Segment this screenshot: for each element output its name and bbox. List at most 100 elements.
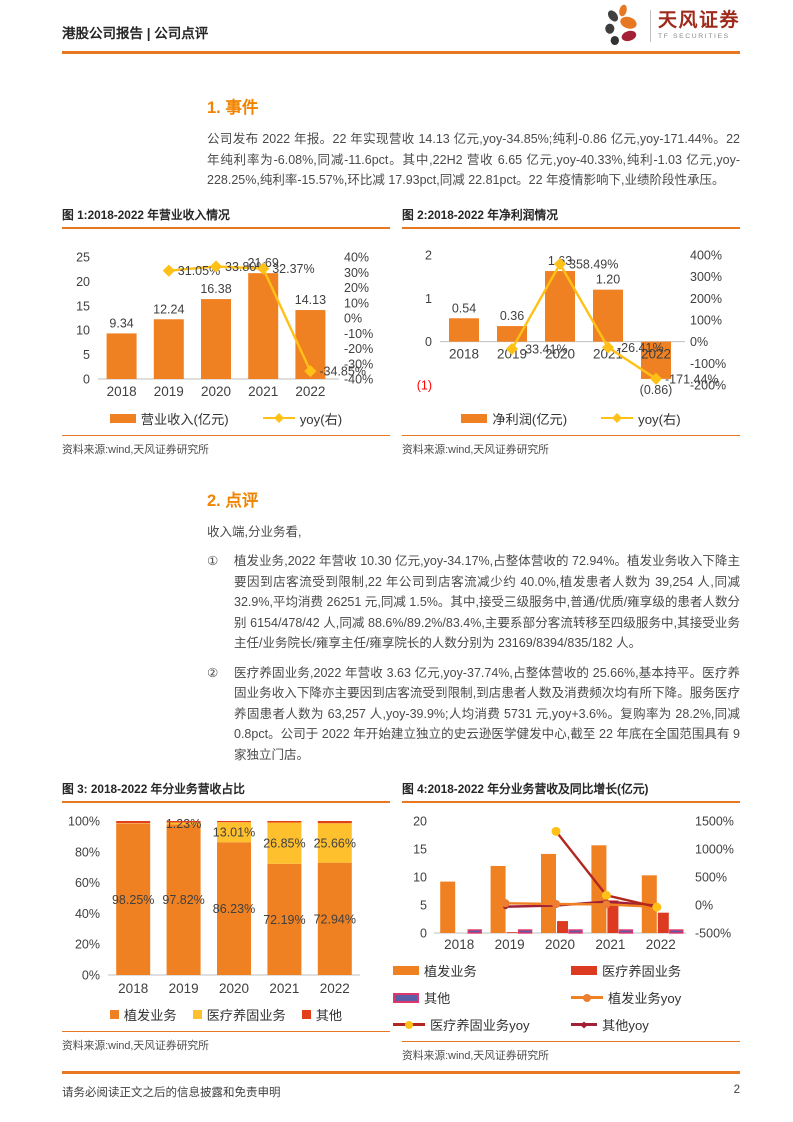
line-diamond-swatch: [262, 416, 295, 420]
svg-text:16.38: 16.38: [200, 282, 231, 296]
svg-text:1: 1: [425, 291, 432, 305]
svg-text:5: 5: [420, 899, 427, 913]
legend-item: 其他yoy: [571, 1015, 749, 1034]
header-rule: [62, 51, 740, 54]
revenue-chart: 25 20 15 10 5 0 40%30% 20%10%0%-10% -20%-30%-40%…: [76, 250, 373, 399]
bar-outline-swatch: [393, 992, 419, 1003]
svg-text:20: 20: [76, 274, 90, 288]
legend-label: 医疗养固业务: [602, 964, 682, 979]
svg-text:2022: 2022: [295, 384, 325, 399]
bar-swatch: [109, 413, 136, 423]
legend-item: 营业收入(亿元): [109, 409, 229, 428]
figure-source-rule: [62, 434, 390, 436]
list-item-1-marker: ①: [207, 554, 219, 568]
svg-text:-200%: -200%: [690, 378, 726, 392]
legend-item: 植发业务yoy: [571, 988, 749, 1007]
figure-title-rule: [62, 801, 390, 803]
svg-text:-30%: -30%: [344, 357, 373, 371]
svg-text:2: 2: [425, 248, 432, 262]
svg-text:0.54: 0.54: [452, 301, 476, 315]
svg-text:1.20: 1.20: [596, 272, 620, 286]
svg-text:25.66%: 25.66%: [314, 836, 356, 850]
footer-rule: [62, 1071, 740, 1074]
disclaimer-text: 请务必阅读正文之后的信息披露和免责申明: [62, 1087, 281, 1099]
figure-2-title: 图 2:2018-2022 年净利润情况: [402, 207, 559, 222]
figure-3-source: 资料来源:wind,天风证券研究所: [62, 1040, 209, 1052]
figure-1: 图 1:2018-2022 年营业收入情况 25 20 15 10 5 0 40% 30% 20…: [62, 206, 390, 457]
svg-text:0%: 0%: [82, 969, 100, 983]
svg-text:2020: 2020: [219, 981, 249, 996]
svg-text:0.36: 0.36: [500, 309, 524, 323]
list-item-2-text: 医疗养固业务,2022 年营收 3.63 亿元,yoy-37.74%,占整体营收…: [234, 665, 740, 762]
svg-text:32.37%: 32.37%: [272, 262, 314, 276]
svg-text:1500%: 1500%: [695, 815, 734, 829]
legend-item: 净利润(亿元): [461, 409, 567, 428]
figure-source-rule: [62, 1031, 390, 1032]
legend-label: 其他: [424, 991, 451, 1006]
section-2-intro: 收入端,分业务看,: [207, 524, 302, 539]
section-2: 2. 点评 收入端,分业务看, ① 植发业务,2022 年营收 10.30 亿元…: [207, 487, 740, 766]
figure-2-source: 资料来源:wind,天风证券研究所: [402, 443, 549, 456]
figure-4: 图 4:2018-2022 年分业务营收及同比增长(亿元) 20 15 10 5 0 15…: [393, 780, 740, 1063]
legend-label: 医疗养固业务: [206, 1008, 286, 1023]
legend-label: 净利润(亿元): [492, 411, 568, 427]
svg-text:40%: 40%: [344, 250, 369, 264]
figure-title-rule: [62, 226, 390, 229]
svg-text:2021: 2021: [248, 384, 278, 399]
svg-text:-34.85%: -34.85%: [319, 364, 366, 378]
svg-text:-100%: -100%: [690, 356, 726, 370]
list-item-2-marker: ②: [207, 665, 219, 680]
figure-1-legend: 营业收入(亿元) yoy(右): [62, 409, 390, 428]
section-1-heading: 1. 事件: [207, 99, 259, 117]
svg-text:2021: 2021: [269, 981, 299, 996]
svg-text:20: 20: [413, 815, 427, 829]
svg-text:10: 10: [413, 871, 427, 885]
figure-3: 图 3: 2018-2022 年分业务营收占比 0% 20% 40% 60% 80% 10…: [62, 780, 390, 1063]
legend-label: 植发业务: [424, 964, 477, 979]
legend-label: 植发业务yoy: [608, 991, 682, 1006]
sq-swatch: [192, 1010, 202, 1019]
svg-text:14.13: 14.13: [295, 293, 326, 307]
legend-item: 医疗养固业务: [571, 961, 749, 980]
svg-text:0%: 0%: [344, 311, 362, 325]
svg-text:-20%: -20%: [344, 342, 373, 356]
svg-text:2022: 2022: [320, 981, 350, 996]
svg-text:200%: 200%: [690, 291, 722, 305]
svg-text:31.05%: 31.05%: [178, 264, 220, 278]
list-item-1-text: 植发业务,2022 年营收 10.30 亿元,yoy-34.17%,占整体营收的…: [234, 554, 740, 650]
svg-text:12.24: 12.24: [153, 302, 184, 316]
legend-item: 植发业务: [109, 1005, 177, 1024]
svg-text:0: 0: [83, 372, 90, 386]
svg-text:80%: 80%: [75, 845, 100, 859]
svg-text:13.01%: 13.01%: [213, 826, 255, 840]
svg-text:-171.44%: -171.44%: [665, 372, 719, 386]
svg-text:0%: 0%: [695, 899, 713, 913]
section-2-heading: 2. 点评: [207, 491, 259, 510]
svg-text:0%: 0%: [690, 335, 708, 349]
svg-text:20%: 20%: [75, 938, 100, 952]
svg-text:72.94%: 72.94%: [314, 912, 356, 926]
svg-text:2022: 2022: [641, 346, 671, 361]
revenue-mix-chart: 0% 20% 40% 60% 80% 100% 98.25% 2018 97.82% 1.23% 2…: [68, 815, 360, 996]
legend-label: yoy(右): [638, 411, 681, 427]
svg-text:0: 0: [420, 927, 427, 941]
report-body: 1. 事件 公司发布 2022 年报。22 年实现营收 14.13 亿元,yoy…: [0, 94, 793, 1063]
svg-text:2020: 2020: [201, 384, 231, 399]
figure-row-2: 图 3: 2018-2022 年分业务营收占比 0% 20% 40% 60% 80% 10…: [62, 780, 740, 1063]
net-profit-chart: 2 1 0 (1) 400% 300% 200% 100% 0% -100% -200% 0.54 20…: [417, 248, 726, 396]
figure-title-rule: [402, 801, 740, 803]
svg-text:2019: 2019: [169, 981, 199, 996]
figure-3-title: 图 3: 2018-2022 年分业务营收占比: [62, 782, 245, 796]
legend-item: 其他: [301, 1005, 342, 1024]
figure-4-legend: 植发业务 医疗养固业务 其他 植发业务yoy 医疗养固业务yoy 其他yoy: [393, 961, 740, 1034]
sq-swatch: [301, 1010, 311, 1019]
bar-swatch: [571, 966, 597, 975]
brand-name: 天风证券: [657, 10, 740, 31]
svg-text:(0.86): (0.86): [640, 382, 673, 396]
tf-flower-icon: [605, 4, 637, 46]
svg-text:26.85%: 26.85%: [263, 837, 305, 851]
legend-label: 植发业务: [123, 1008, 177, 1023]
svg-text:2018: 2018: [449, 346, 479, 361]
svg-text:400%: 400%: [690, 248, 722, 262]
brand-logo: 天风证券 TF SECURITIES: [603, 3, 740, 48]
